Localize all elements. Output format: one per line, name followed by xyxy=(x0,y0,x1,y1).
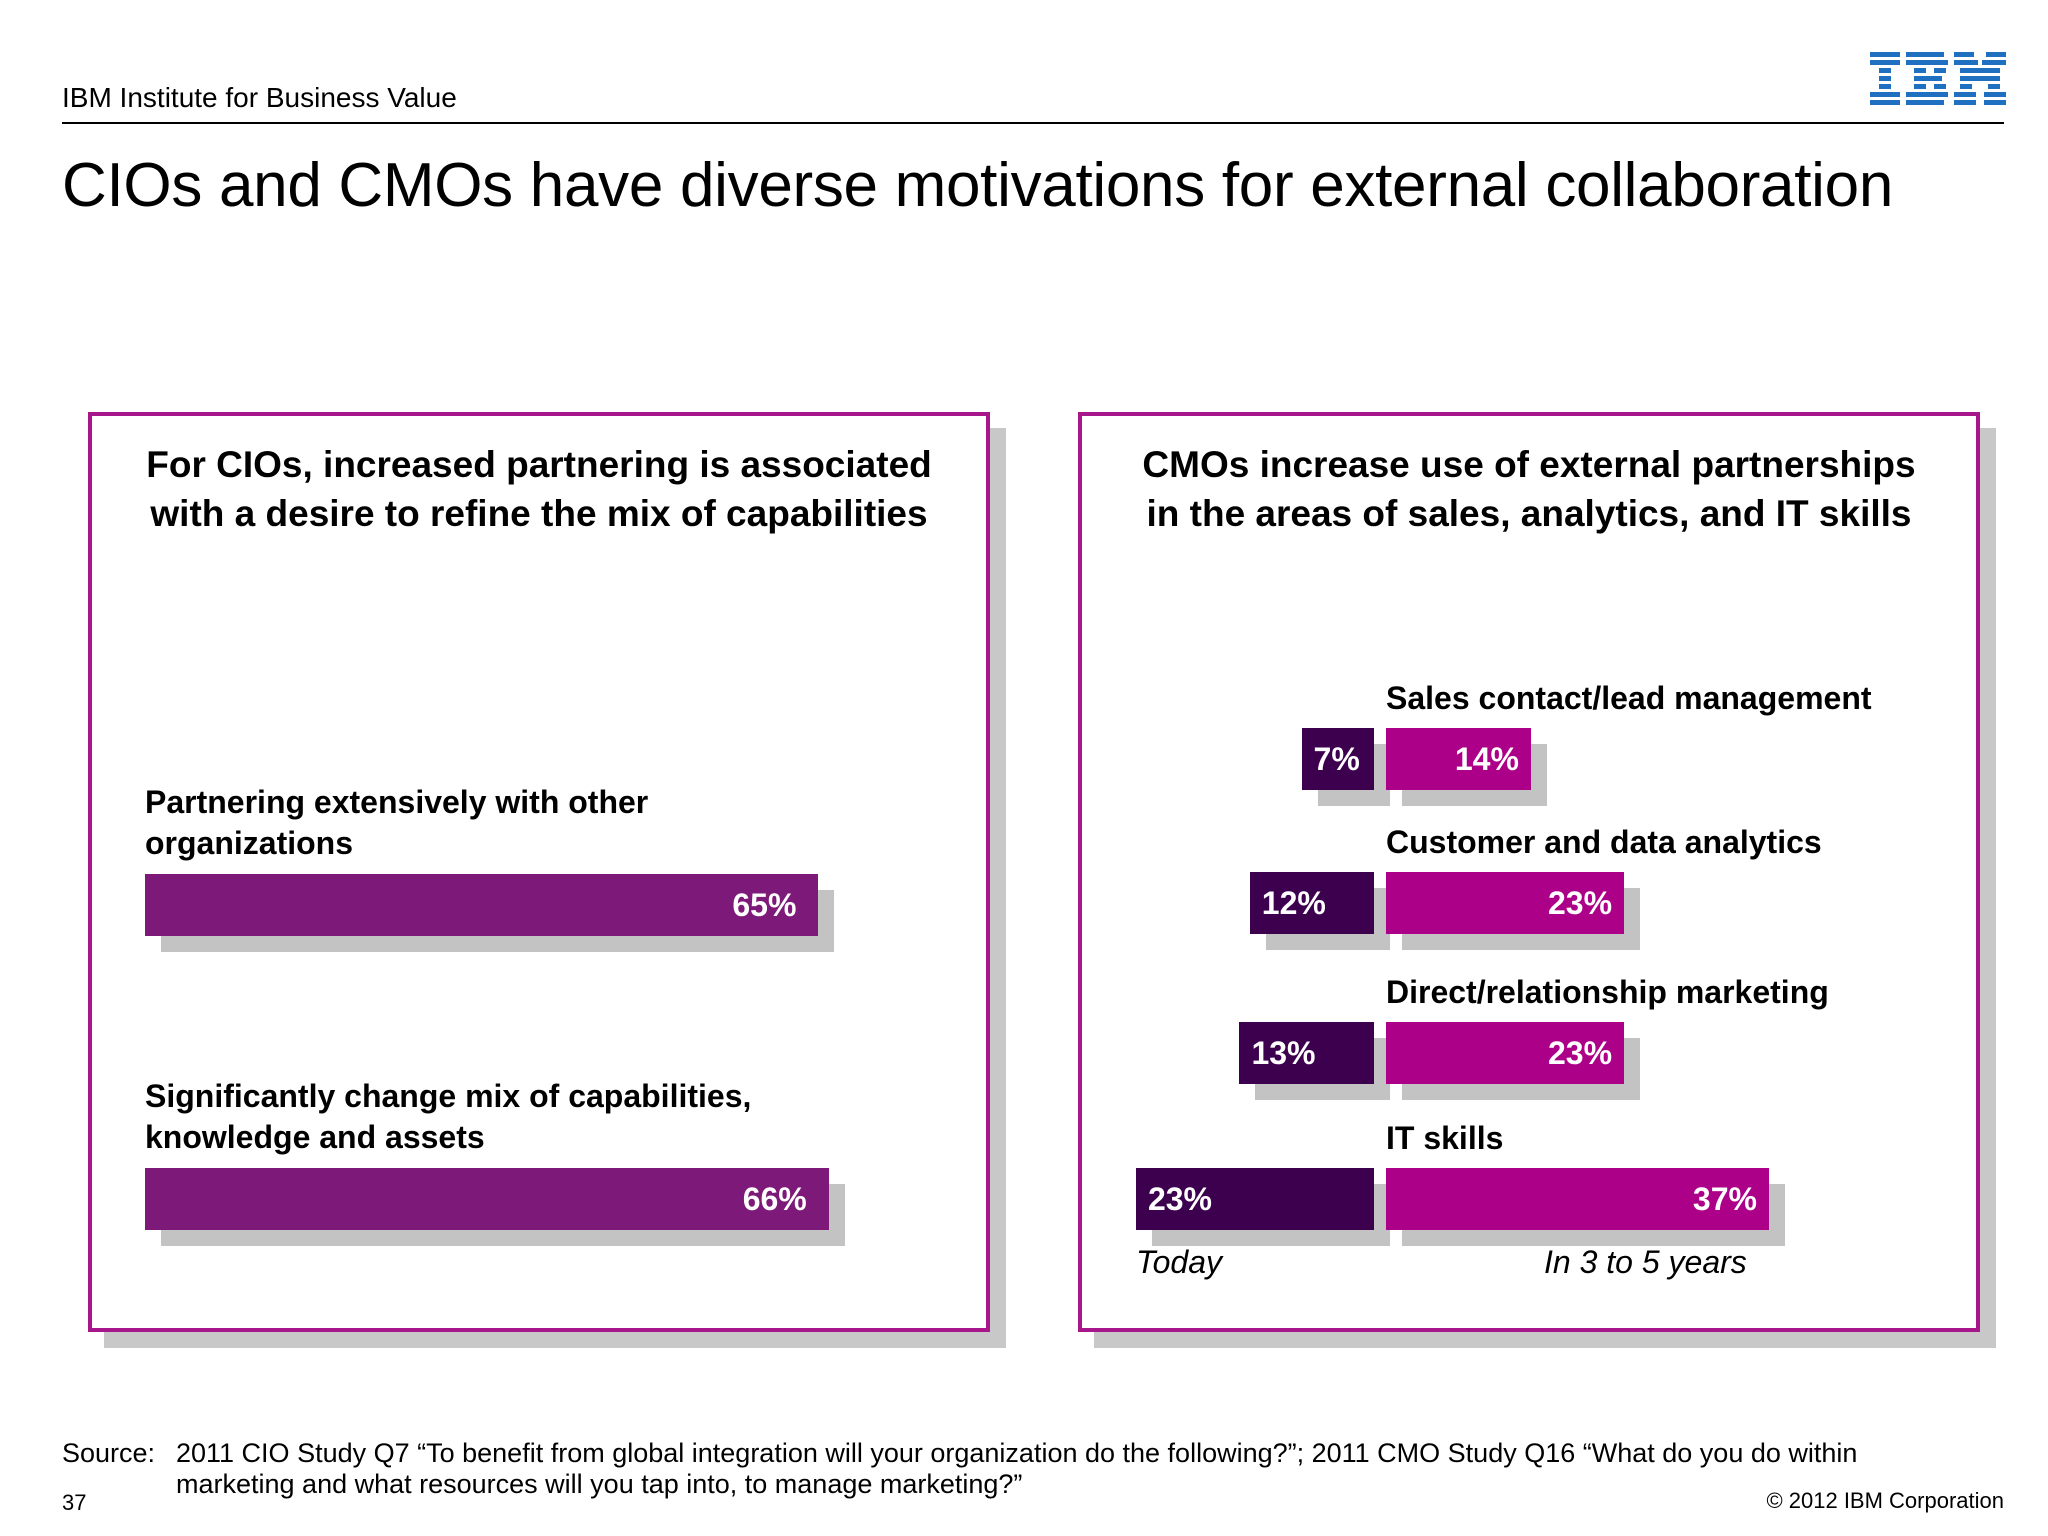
cio-panel-title: For CIOs, increased partnering is associ… xyxy=(146,444,932,534)
cmo-future-value: 23% xyxy=(1548,885,1613,921)
cmo-today-bar: 12% xyxy=(1249,872,1374,934)
cmo-future-value: 37% xyxy=(1692,1181,1757,1217)
cmo-future-value: 23% xyxy=(1548,1035,1613,1071)
header-divider xyxy=(62,122,2004,124)
legend-future: In 3 to 5 years xyxy=(1544,1244,1747,1280)
cio-bar-value: 66% xyxy=(742,1181,807,1217)
cmo-future-bar: 37% xyxy=(1386,1168,1769,1230)
cmo-today-value: 13% xyxy=(1251,1035,1316,1071)
cmo-today-value: 12% xyxy=(1261,885,1326,921)
cmo-today-bar: 13% xyxy=(1239,1022,1374,1084)
cmo-future-bar: 23% xyxy=(1386,1022,1625,1084)
cmo-today-value: 23% xyxy=(1147,1181,1212,1217)
cmo-category-label: Customer and data analytics xyxy=(1386,824,1822,860)
copyright: © 2012 IBM Corporation xyxy=(1766,1488,2004,1513)
source-text: 2011 CIO Study Q7 “To benefit from globa… xyxy=(176,1438,1858,1499)
cmo-future-value: 14% xyxy=(1454,741,1519,777)
cmo-panel-title: CMOs increase use of external partnershi… xyxy=(1142,444,1916,534)
source-label: Source: xyxy=(62,1438,156,1468)
page-number: 37 xyxy=(62,1490,87,1515)
cio-bar: 65% xyxy=(145,874,819,936)
ibm-logo-icon xyxy=(1870,52,2006,105)
cmo-category-label: Direct/relationship marketing xyxy=(1386,974,1829,1010)
legend-today: Today xyxy=(1136,1244,1222,1280)
header-org: IBM Institute for Business Value xyxy=(62,82,457,113)
cmo-category-label: IT skills xyxy=(1386,1120,1504,1156)
cio-category-label: Partnering extensively with other xyxy=(145,784,649,820)
cio-category-label: Significantly change mix of capabilities… xyxy=(145,1078,752,1114)
cmo-future-bar: 14% xyxy=(1386,728,1531,790)
cmo-today-bar: 7% xyxy=(1301,728,1374,790)
cmo-category-label: Sales contact/lead management xyxy=(1386,680,1872,716)
cio-bar: 66% xyxy=(145,1168,829,1230)
cio-category-label: organizations xyxy=(145,825,354,861)
cio-bar-value: 65% xyxy=(732,887,797,923)
cmo-today-bar: 23% xyxy=(1135,1168,1374,1230)
cmo-future-bar: 23% xyxy=(1386,872,1625,934)
cio-category-label: knowledge and assets xyxy=(145,1119,485,1155)
page-title: CIOs and CMOs have diverse motivations f… xyxy=(62,151,1893,220)
cmo-today-value: 7% xyxy=(1313,741,1360,777)
